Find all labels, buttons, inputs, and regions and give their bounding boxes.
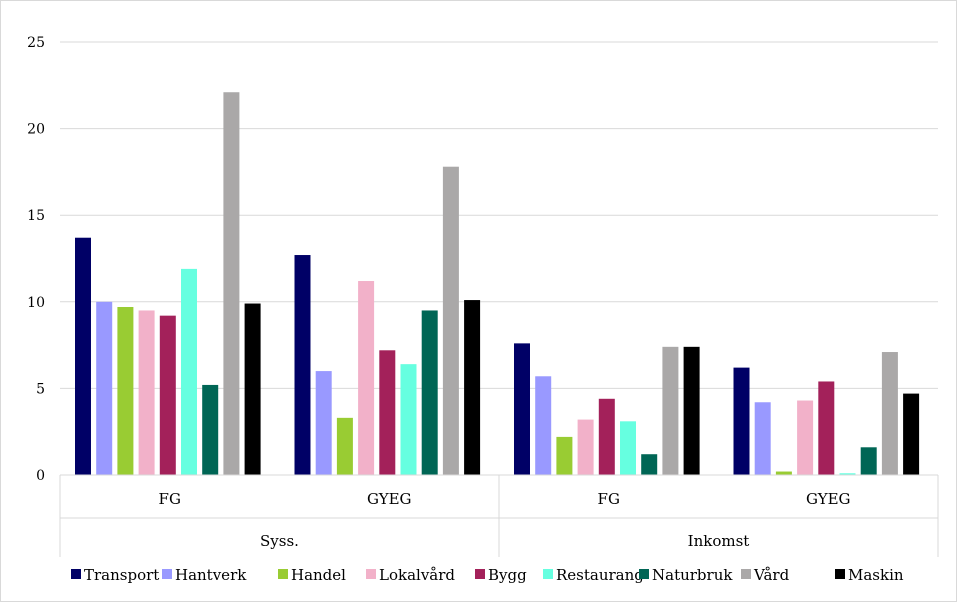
bar-hantverk-1 xyxy=(315,371,332,475)
legend-swatch-vård xyxy=(741,569,751,579)
legend-label-hantverk: Hantverk xyxy=(175,566,247,584)
bar-vård-1 xyxy=(442,166,459,476)
y-tick-label: 5 xyxy=(36,381,45,397)
bar-vård-3 xyxy=(881,352,898,475)
y-axis-ticks: 0 5 10 15 20 25 xyxy=(27,35,45,484)
legend-swatch-handel xyxy=(278,569,288,579)
y-tick-label: 25 xyxy=(27,35,45,51)
y-tick-label: 20 xyxy=(27,122,45,138)
bar-maskin-1 xyxy=(464,300,481,475)
bars xyxy=(75,92,920,476)
legend-label-vård: Vård xyxy=(753,566,790,584)
legend-label-restaurang: Restaurang xyxy=(556,566,644,584)
y-tick-label: 15 xyxy=(27,208,45,224)
bar-transport-0 xyxy=(75,237,91,475)
bar-restaurang-3 xyxy=(839,473,856,475)
bar-hantverk-0 xyxy=(96,301,113,475)
bar-lokalvård-1 xyxy=(358,281,375,475)
bar-bygg-2 xyxy=(598,398,615,475)
bar-restaurang-1 xyxy=(400,364,417,475)
bar-transport-3 xyxy=(733,367,750,475)
legend-label-transport: Transport xyxy=(84,566,159,584)
bar-restaurang-0 xyxy=(181,268,197,475)
legend-label-lokalvård: Lokalvård xyxy=(379,566,455,584)
legend-label-maskin: Maskin xyxy=(848,566,904,584)
bar-handel-3 xyxy=(775,471,792,475)
legend-swatch-maskin xyxy=(835,569,845,579)
bar-handel-2 xyxy=(556,436,573,475)
x-axis: FG GYEG FG GYEG Syss. Inkomst xyxy=(59,474,939,557)
bar-bygg-0 xyxy=(159,315,176,475)
bar-hantverk-2 xyxy=(535,376,552,475)
bar-naturbruk-2 xyxy=(641,454,658,475)
legend: Transport Hantverk Handel Lokalvård Bygg Rest… xyxy=(71,566,904,584)
bar-bygg-1 xyxy=(379,350,396,475)
bar-transport-2 xyxy=(514,343,530,475)
bar-handel-0 xyxy=(117,306,134,475)
bar-restaurang-2 xyxy=(620,421,636,475)
bar-maskin-3 xyxy=(903,393,920,475)
category-label: GYEG xyxy=(806,490,851,508)
y-tick-label: 10 xyxy=(27,295,45,311)
legend-swatch-bygg xyxy=(475,569,485,579)
bar-naturbruk-3 xyxy=(860,447,877,475)
bar-vård-2 xyxy=(662,346,679,475)
category-label: GYEG xyxy=(367,490,412,508)
bar-lokalvård-2 xyxy=(577,419,594,475)
bar-transport-1 xyxy=(294,255,311,475)
legend-label-handel: Handel xyxy=(291,566,346,584)
legend-label-bygg: Bygg xyxy=(488,566,527,584)
bar-maskin-0 xyxy=(244,303,261,475)
bar-lokalvård-3 xyxy=(797,400,814,475)
legend-swatch-lokalvård xyxy=(366,569,376,579)
bar-bygg-3 xyxy=(818,381,835,475)
legend-swatch-hantverk xyxy=(162,569,172,579)
legend-swatch-restaurang xyxy=(543,569,553,579)
bar-naturbruk-1 xyxy=(421,310,438,475)
bar-lokalvård-0 xyxy=(138,310,155,475)
bar-maskin-2 xyxy=(683,346,700,475)
bar-vård-0 xyxy=(223,92,240,475)
group-label: Inkomst xyxy=(688,532,750,550)
bar-handel-1 xyxy=(336,417,353,475)
category-label: FG xyxy=(598,490,620,508)
legend-label-naturbruk: Naturbruk xyxy=(652,566,733,584)
legend-swatch-naturbruk xyxy=(639,569,649,579)
category-label: FG xyxy=(159,490,181,508)
legend-swatch-transport xyxy=(71,569,81,579)
bar-hantverk-3 xyxy=(754,402,771,475)
group-label: Syss. xyxy=(260,532,299,550)
bar-naturbruk-0 xyxy=(202,384,219,475)
y-tick-label: 0 xyxy=(36,468,45,484)
